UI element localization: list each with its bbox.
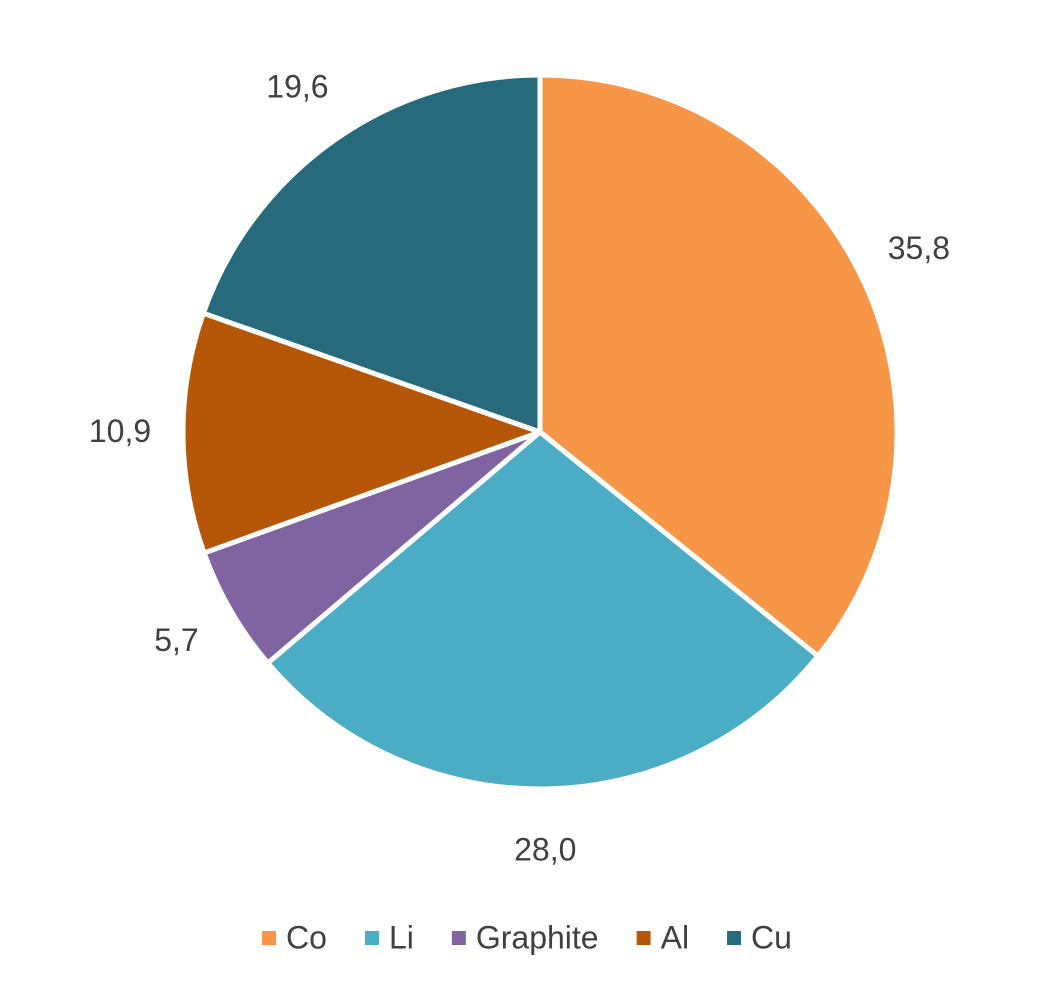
data-label: 5,7 (154, 622, 198, 658)
legend-label: Co (286, 919, 327, 955)
data-label: 28,0 (514, 831, 576, 867)
pie-slice (265, 429, 821, 792)
legend-swatch (262, 931, 277, 945)
data-label: 19,6 (266, 69, 328, 105)
legend-label: Li (389, 919, 414, 955)
pie-slice (200, 72, 543, 435)
legend-label: Graphite (476, 919, 599, 955)
pie-slice (180, 310, 543, 556)
legend-swatch (451, 931, 466, 945)
legend-label: Al (661, 919, 689, 955)
legend-swatch (727, 931, 742, 945)
legend-swatch (364, 931, 379, 945)
data-label: 35,8 (888, 230, 950, 266)
legend-swatch (636, 931, 651, 945)
data-label: 10,9 (89, 413, 151, 449)
pie-slice (537, 72, 900, 659)
legend-label: Cu (751, 919, 792, 955)
legend: Co Li Graphite Al Cu (262, 919, 792, 955)
